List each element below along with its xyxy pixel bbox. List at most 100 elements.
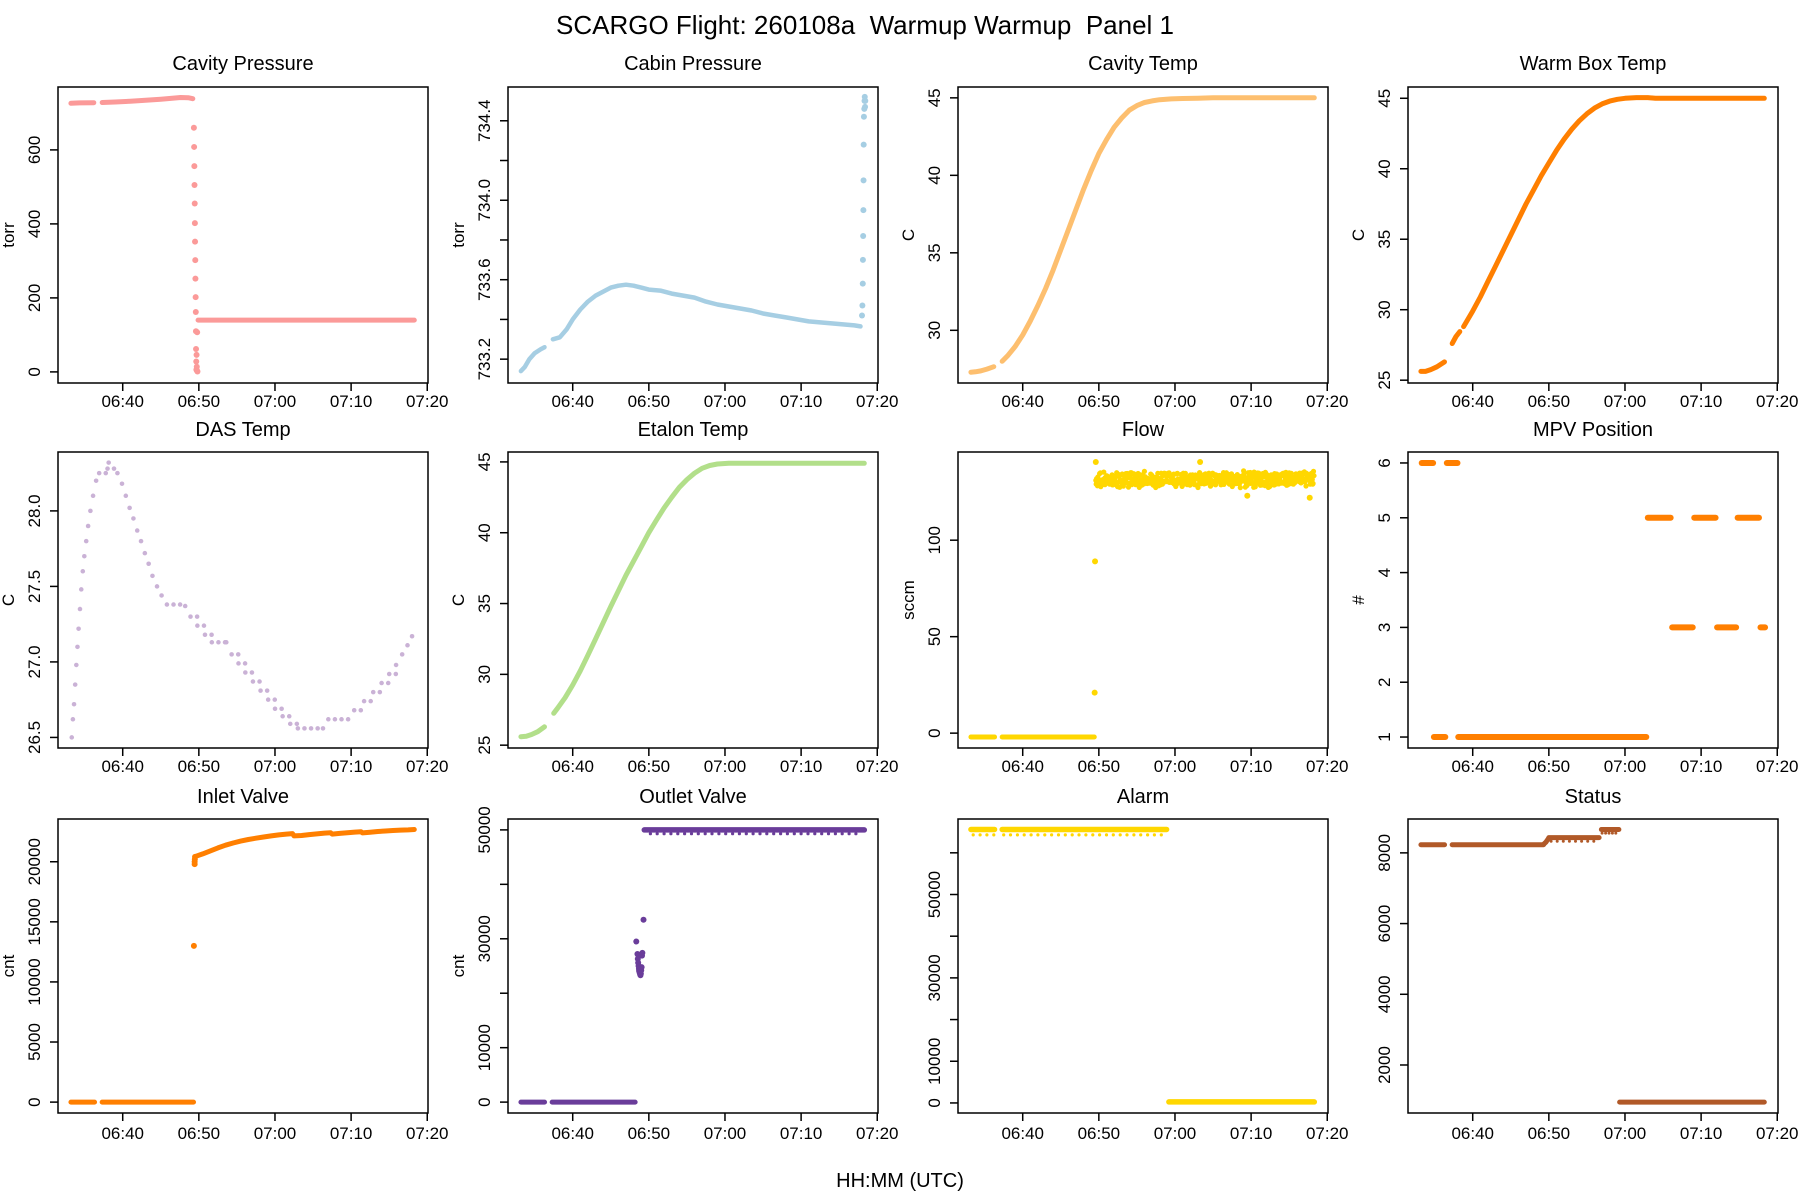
data-point — [1310, 480, 1316, 487]
panel-title: Cavity Pressure — [172, 53, 313, 75]
data-point — [1139, 833, 1143, 837]
data-point — [1607, 831, 1611, 835]
y-tick-label: 10000 — [475, 1024, 494, 1071]
x-tick-label: 07:00 — [1154, 392, 1197, 411]
data-point — [1152, 833, 1156, 837]
x-tick-label: 07:10 — [1680, 757, 1723, 776]
y-tick-label: 2 — [1375, 677, 1394, 686]
y-axis-title: C — [1349, 229, 1368, 241]
data-point — [1303, 483, 1309, 489]
x-tick-label: 07:10 — [1680, 1124, 1723, 1143]
x-tick-label: 06:50 — [178, 1124, 221, 1143]
y-tick-label: 2000 — [1375, 1046, 1394, 1084]
data-point — [1237, 485, 1243, 491]
data-point — [978, 833, 982, 837]
panel-status: Status 06:40 06:50 07:00 07:10 07:20 2000 4000 6… — [1375, 786, 1799, 1143]
x-tick-label: 06:40 — [1451, 392, 1494, 411]
y-tick-label: 4 — [1375, 568, 1394, 577]
data-point — [806, 832, 810, 836]
y-tick-label: 600 — [25, 136, 44, 164]
data-point — [1091, 833, 1095, 837]
x-tick-label: 06:40 — [551, 757, 594, 776]
data-point — [1125, 833, 1129, 837]
data-point — [192, 308, 199, 315]
x-tick-label: 07:10 — [780, 1124, 823, 1143]
y-tick-label: 10000 — [925, 1038, 944, 1085]
x-tick-label: 06:50 — [1528, 757, 1571, 776]
data-point — [703, 832, 707, 836]
plot-box — [57, 818, 429, 1114]
data-point — [1197, 459, 1204, 466]
data-point — [1288, 470, 1294, 476]
y-tick-label: 0 — [25, 367, 44, 376]
panel-title: Warm Box Temp — [1520, 53, 1667, 75]
plot-box — [957, 451, 1329, 749]
data-point — [1574, 839, 1577, 843]
data-point — [1146, 833, 1150, 837]
data-line — [518, 724, 547, 740]
x-tick-label: 07:10 — [330, 757, 373, 776]
x-tick-label: 06:40 — [101, 392, 144, 411]
data-point — [1091, 689, 1098, 696]
y-tick-label: 27.5 — [25, 570, 44, 603]
x-tick-label: 07:00 — [254, 392, 297, 411]
x-tick-label: 07:00 — [254, 1124, 297, 1143]
y-tick-label: 30 — [475, 665, 494, 684]
data-point — [191, 182, 198, 189]
y-tick-label: 5000 — [25, 1023, 44, 1061]
y-axis-title: C — [899, 229, 918, 241]
data-point — [826, 832, 831, 836]
data-point — [640, 916, 647, 923]
data-line — [968, 364, 997, 375]
x-tick-label: 07:20 — [406, 392, 449, 411]
x-tick-label: 07:00 — [704, 1124, 747, 1143]
x-tick-label: 07:20 — [856, 1124, 899, 1143]
data-point — [191, 220, 198, 227]
data-point — [193, 345, 200, 352]
panel-title: Etalon Temp — [638, 419, 749, 441]
y-tick-label: 733.2 — [475, 338, 494, 381]
y-tick-label: 400 — [25, 210, 44, 238]
data-point — [724, 832, 728, 836]
y-tick-label: 6000 — [1375, 905, 1394, 943]
data-point — [1008, 833, 1013, 837]
panel-alarm: Alarm 06:40 06:50 07:00 07:10 07:20 0 10000 3000… — [925, 786, 1349, 1143]
x-tick-label: 07:10 — [1230, 757, 1273, 776]
x-tick-label: 06:40 — [551, 392, 594, 411]
data-point — [1056, 833, 1061, 837]
data-point — [862, 103, 869, 110]
x-axis-label: HH:MM (UTC) — [836, 1170, 964, 1192]
data-point — [676, 832, 680, 836]
data-point — [1029, 833, 1033, 837]
plot-box — [507, 86, 879, 384]
y-tick-label: 4000 — [1375, 975, 1394, 1013]
y-tick-label: 8000 — [1375, 834, 1394, 872]
data-point — [758, 832, 762, 836]
x-tick-label: 07:10 — [1230, 1124, 1273, 1143]
x-tick-label: 07:20 — [856, 392, 899, 411]
data-point — [1104, 833, 1109, 837]
panel-title: Outlet Valve — [639, 786, 746, 808]
data-point — [1050, 833, 1054, 837]
data-point — [1002, 833, 1006, 837]
panel-title: DAS Temp — [195, 419, 290, 441]
panel-title: MPV Position — [1533, 419, 1653, 441]
y-axis-title: torr — [0, 222, 18, 248]
x-tick-label: 06:40 — [1001, 757, 1044, 776]
y-tick-label: 40 — [475, 523, 494, 542]
data-point — [1306, 494, 1313, 501]
y-tick-label: 45 — [475, 452, 494, 471]
x-tick-label: 07:00 — [704, 392, 747, 411]
data-line — [1418, 359, 1447, 374]
y-tick-label: 50000 — [475, 806, 494, 853]
data-point — [785, 832, 790, 836]
data-point — [1549, 839, 1553, 843]
y-tick-label: 45 — [1375, 89, 1394, 108]
data-point — [633, 938, 640, 945]
x-tick-label: 06:50 — [178, 392, 221, 411]
panel-warm-box-temp: Warm Box Temp C 06:40 06:50 07:00 07:10 07:20 2… — [1349, 53, 1799, 411]
y-tick-label: 0 — [25, 1097, 44, 1106]
x-tick-label: 07:00 — [704, 757, 747, 776]
x-tick-label: 06:50 — [1528, 392, 1571, 411]
data-point — [1070, 833, 1074, 837]
